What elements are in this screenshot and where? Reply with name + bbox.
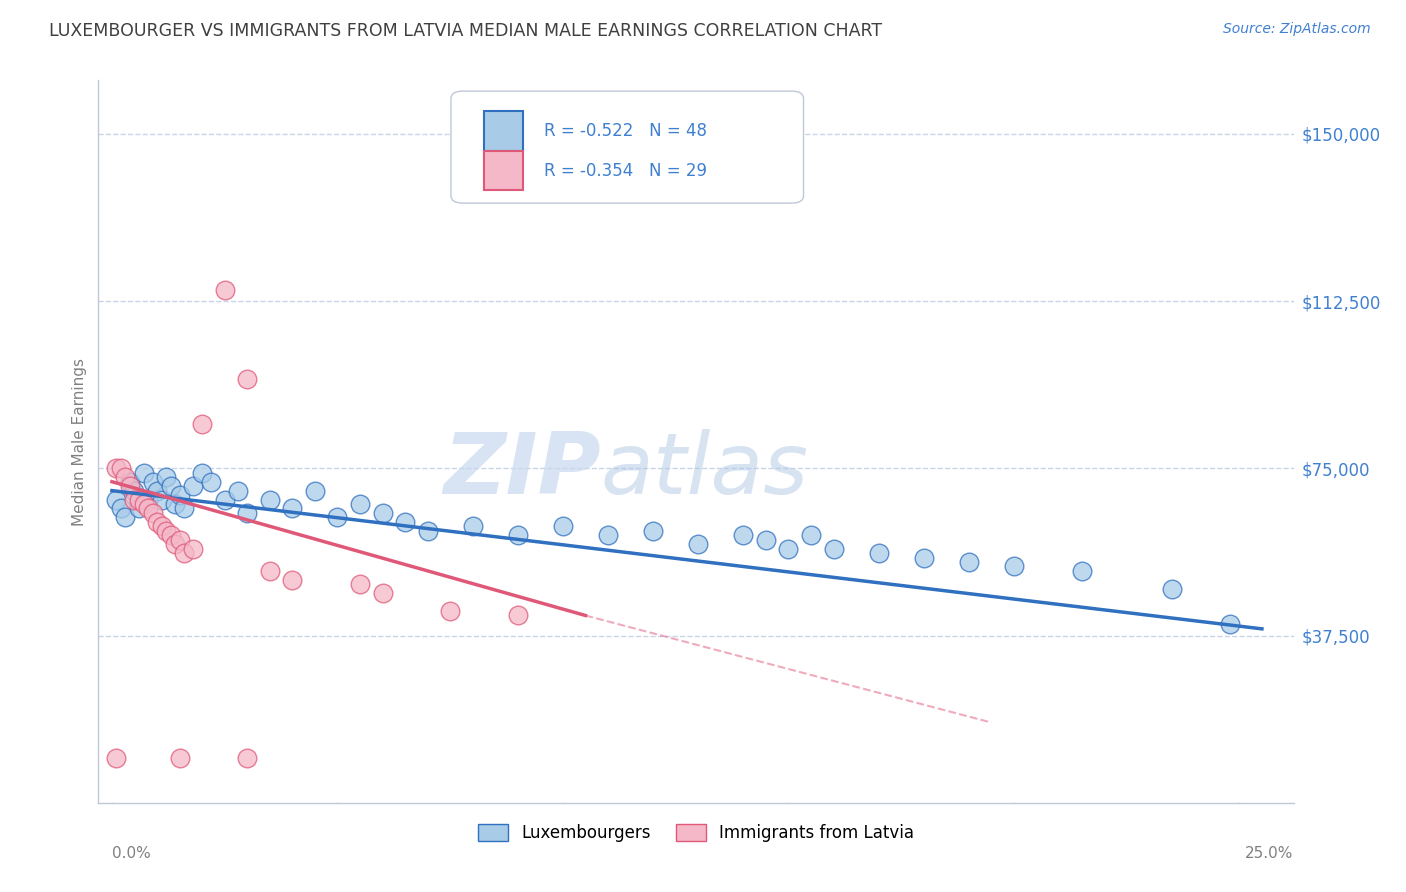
Point	[150, 519, 173, 533]
Point	[551, 519, 574, 533]
Point	[1219, 617, 1241, 632]
Point	[236, 372, 259, 386]
Point	[165, 537, 187, 551]
Point	[181, 479, 204, 493]
Point	[755, 533, 778, 547]
Point	[128, 501, 150, 516]
Point	[214, 283, 236, 297]
Point	[226, 483, 249, 498]
Point	[281, 573, 304, 587]
Point	[136, 501, 159, 516]
Point	[128, 492, 150, 507]
Point	[214, 492, 236, 507]
Point	[136, 492, 159, 507]
FancyBboxPatch shape	[485, 111, 523, 151]
Text: 25.0%: 25.0%	[1246, 847, 1294, 861]
Text: ZIP: ZIP	[443, 429, 600, 512]
Point	[281, 501, 304, 516]
Point	[259, 564, 281, 578]
Point	[349, 497, 371, 511]
Point	[173, 546, 195, 560]
Point	[191, 466, 214, 480]
Point	[114, 470, 136, 484]
Point	[326, 510, 349, 524]
Point	[105, 492, 128, 507]
Text: LUXEMBOURGER VS IMMIGRANTS FROM LATVIA MEDIAN MALE EARNINGS CORRELATION CHART: LUXEMBOURGER VS IMMIGRANTS FROM LATVIA M…	[49, 22, 883, 40]
Point	[169, 751, 191, 765]
Point	[371, 506, 394, 520]
Point	[688, 537, 710, 551]
Text: R = -0.522   N = 48: R = -0.522 N = 48	[544, 122, 707, 140]
Point	[118, 475, 141, 489]
Point	[105, 461, 128, 475]
Point	[957, 555, 980, 569]
Point	[150, 492, 173, 507]
Text: Source: ZipAtlas.com: Source: ZipAtlas.com	[1223, 22, 1371, 37]
Point	[124, 492, 146, 507]
Point	[1160, 582, 1182, 596]
Point	[200, 475, 222, 489]
Point	[146, 483, 169, 498]
Point	[181, 541, 204, 556]
Point	[596, 528, 619, 542]
Point	[643, 524, 665, 538]
Point	[159, 479, 181, 493]
Point	[169, 533, 191, 547]
Text: R = -0.354   N = 29: R = -0.354 N = 29	[544, 161, 707, 179]
Point	[169, 488, 191, 502]
Point	[155, 470, 177, 484]
Point	[733, 528, 755, 542]
Point	[236, 506, 259, 520]
Y-axis label: Median Male Earnings: Median Male Earnings	[72, 358, 87, 525]
Point	[114, 510, 136, 524]
Point	[912, 550, 935, 565]
Point	[118, 479, 141, 493]
FancyBboxPatch shape	[451, 91, 804, 203]
Legend: Luxembourgers, Immigrants from Latvia: Luxembourgers, Immigrants from Latvia	[471, 817, 921, 848]
Point	[1070, 564, 1092, 578]
Point	[132, 497, 155, 511]
Point	[132, 466, 155, 480]
FancyBboxPatch shape	[485, 151, 523, 191]
Point	[173, 501, 195, 516]
Point	[416, 524, 439, 538]
Point	[155, 524, 177, 538]
Point	[191, 417, 214, 431]
Point	[105, 751, 128, 765]
Point	[506, 528, 529, 542]
Point	[371, 586, 394, 600]
Point	[394, 515, 416, 529]
Point	[110, 461, 132, 475]
Point	[1002, 559, 1025, 574]
Point	[461, 519, 484, 533]
Point	[141, 506, 163, 520]
Point	[165, 497, 187, 511]
Text: atlas: atlas	[600, 429, 808, 512]
Point	[439, 604, 461, 618]
Point	[110, 501, 132, 516]
Point	[236, 751, 259, 765]
Point	[159, 528, 181, 542]
Point	[141, 475, 163, 489]
Point	[506, 608, 529, 623]
Point	[778, 541, 800, 556]
Text: 0.0%: 0.0%	[112, 847, 150, 861]
Point	[349, 577, 371, 591]
Point	[800, 528, 823, 542]
Point	[259, 492, 281, 507]
Point	[823, 541, 845, 556]
Point	[868, 546, 890, 560]
Point	[146, 515, 169, 529]
Point	[124, 483, 146, 498]
Point	[304, 483, 326, 498]
